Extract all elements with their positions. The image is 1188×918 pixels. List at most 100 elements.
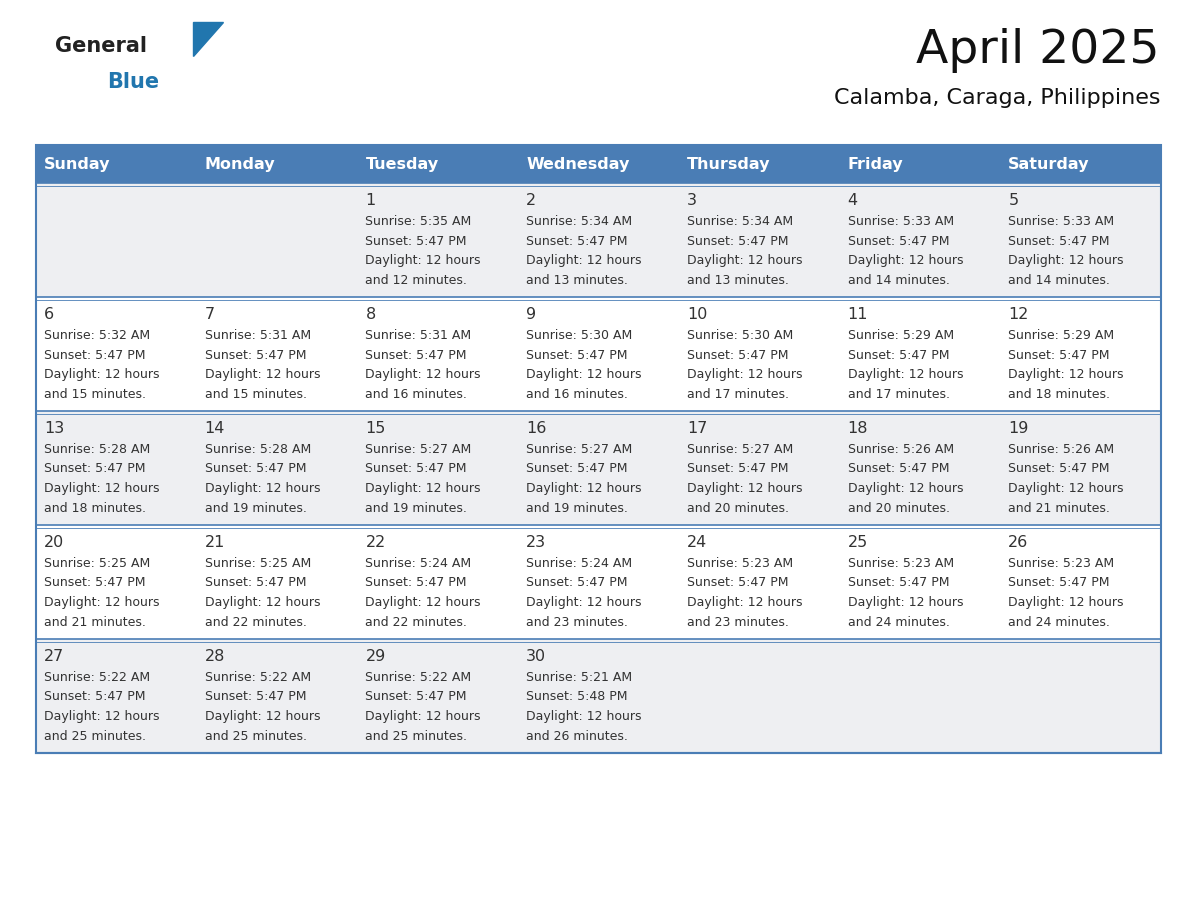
Text: 7: 7 xyxy=(204,307,215,322)
Text: and 15 minutes.: and 15 minutes. xyxy=(204,387,307,400)
Text: 18: 18 xyxy=(847,421,868,436)
Text: and 23 minutes.: and 23 minutes. xyxy=(526,615,628,629)
FancyBboxPatch shape xyxy=(36,525,1161,639)
Text: 9: 9 xyxy=(526,307,536,322)
Text: 28: 28 xyxy=(204,649,225,664)
Text: Sunset: 5:47 PM: Sunset: 5:47 PM xyxy=(366,577,467,589)
Text: and 20 minutes.: and 20 minutes. xyxy=(847,501,949,514)
Text: Sunset: 5:47 PM: Sunset: 5:47 PM xyxy=(204,577,307,589)
Text: and 17 minutes.: and 17 minutes. xyxy=(687,387,789,400)
Text: 22: 22 xyxy=(366,535,386,550)
Text: 8: 8 xyxy=(366,307,375,322)
FancyBboxPatch shape xyxy=(36,639,1161,753)
Text: Daylight: 12 hours: Daylight: 12 hours xyxy=(366,254,481,267)
Text: 3: 3 xyxy=(687,193,697,208)
Text: Sunset: 5:48 PM: Sunset: 5:48 PM xyxy=(526,690,627,703)
Text: and 16 minutes.: and 16 minutes. xyxy=(366,387,467,400)
Text: Sunrise: 5:23 AM: Sunrise: 5:23 AM xyxy=(847,557,954,570)
Text: Daylight: 12 hours: Daylight: 12 hours xyxy=(687,596,802,609)
Text: Sunset: 5:47 PM: Sunset: 5:47 PM xyxy=(204,349,307,362)
Text: Daylight: 12 hours: Daylight: 12 hours xyxy=(847,368,963,381)
Text: 25: 25 xyxy=(847,535,868,550)
Text: and 26 minutes.: and 26 minutes. xyxy=(526,730,628,743)
Text: and 19 minutes.: and 19 minutes. xyxy=(526,501,628,514)
Text: Sunrise: 5:35 AM: Sunrise: 5:35 AM xyxy=(366,215,472,228)
Text: Daylight: 12 hours: Daylight: 12 hours xyxy=(44,368,159,381)
Text: Daylight: 12 hours: Daylight: 12 hours xyxy=(366,368,481,381)
Text: 10: 10 xyxy=(687,307,707,322)
Text: Saturday: Saturday xyxy=(1009,156,1089,172)
Text: Sunrise: 5:24 AM: Sunrise: 5:24 AM xyxy=(526,557,632,570)
Text: Daylight: 12 hours: Daylight: 12 hours xyxy=(204,482,321,495)
Text: Sunset: 5:47 PM: Sunset: 5:47 PM xyxy=(44,463,146,476)
Text: Daylight: 12 hours: Daylight: 12 hours xyxy=(44,596,159,609)
Text: Daylight: 12 hours: Daylight: 12 hours xyxy=(1009,482,1124,495)
Text: Sunset: 5:47 PM: Sunset: 5:47 PM xyxy=(44,690,146,703)
Text: and 15 minutes.: and 15 minutes. xyxy=(44,387,146,400)
Text: and 24 minutes.: and 24 minutes. xyxy=(1009,615,1111,629)
Text: and 24 minutes.: and 24 minutes. xyxy=(847,615,949,629)
Text: 15: 15 xyxy=(366,421,386,436)
Text: Sunset: 5:47 PM: Sunset: 5:47 PM xyxy=(526,349,627,362)
Text: Calamba, Caraga, Philippines: Calamba, Caraga, Philippines xyxy=(834,88,1159,108)
Text: Sunset: 5:47 PM: Sunset: 5:47 PM xyxy=(687,234,789,248)
Text: Sunrise: 5:28 AM: Sunrise: 5:28 AM xyxy=(44,443,151,456)
Text: Sunrise: 5:26 AM: Sunrise: 5:26 AM xyxy=(1009,443,1114,456)
Text: and 21 minutes.: and 21 minutes. xyxy=(44,615,146,629)
Text: Sunrise: 5:27 AM: Sunrise: 5:27 AM xyxy=(366,443,472,456)
Text: Sunrise: 5:31 AM: Sunrise: 5:31 AM xyxy=(204,329,311,342)
Text: and 20 minutes.: and 20 minutes. xyxy=(687,501,789,514)
Text: and 12 minutes.: and 12 minutes. xyxy=(366,274,467,286)
Text: 13: 13 xyxy=(44,421,64,436)
Text: Sunrise: 5:33 AM: Sunrise: 5:33 AM xyxy=(1009,215,1114,228)
Text: 1: 1 xyxy=(366,193,375,208)
Text: Wednesday: Wednesday xyxy=(526,156,630,172)
Text: and 18 minutes.: and 18 minutes. xyxy=(1009,387,1111,400)
Text: 29: 29 xyxy=(366,649,386,664)
Text: and 13 minutes.: and 13 minutes. xyxy=(526,274,628,286)
Text: Sunset: 5:47 PM: Sunset: 5:47 PM xyxy=(847,463,949,476)
Text: Sunset: 5:47 PM: Sunset: 5:47 PM xyxy=(1009,349,1110,362)
Text: Sunset: 5:47 PM: Sunset: 5:47 PM xyxy=(687,577,789,589)
Text: Sunrise: 5:25 AM: Sunrise: 5:25 AM xyxy=(44,557,151,570)
Polygon shape xyxy=(192,22,223,56)
Text: and 14 minutes.: and 14 minutes. xyxy=(1009,274,1111,286)
Text: 21: 21 xyxy=(204,535,225,550)
Text: 5: 5 xyxy=(1009,193,1018,208)
Text: Tuesday: Tuesday xyxy=(366,156,438,172)
Text: Sunrise: 5:27 AM: Sunrise: 5:27 AM xyxy=(687,443,794,456)
Text: Daylight: 12 hours: Daylight: 12 hours xyxy=(1009,254,1124,267)
Text: Sunrise: 5:22 AM: Sunrise: 5:22 AM xyxy=(366,671,472,684)
Text: 24: 24 xyxy=(687,535,707,550)
Text: Sunrise: 5:31 AM: Sunrise: 5:31 AM xyxy=(366,329,472,342)
Text: and 13 minutes.: and 13 minutes. xyxy=(687,274,789,286)
Text: Sunset: 5:47 PM: Sunset: 5:47 PM xyxy=(366,463,467,476)
Text: Monday: Monday xyxy=(204,156,276,172)
Text: 20: 20 xyxy=(44,535,64,550)
Text: Daylight: 12 hours: Daylight: 12 hours xyxy=(204,596,321,609)
Text: Sunset: 5:47 PM: Sunset: 5:47 PM xyxy=(204,690,307,703)
Text: Sunset: 5:47 PM: Sunset: 5:47 PM xyxy=(1009,234,1110,248)
Text: Sunset: 5:47 PM: Sunset: 5:47 PM xyxy=(687,349,789,362)
Text: and 16 minutes.: and 16 minutes. xyxy=(526,387,628,400)
Text: and 22 minutes.: and 22 minutes. xyxy=(204,615,307,629)
Text: Daylight: 12 hours: Daylight: 12 hours xyxy=(526,710,642,723)
Text: 17: 17 xyxy=(687,421,707,436)
Text: 2: 2 xyxy=(526,193,536,208)
Text: and 25 minutes.: and 25 minutes. xyxy=(204,730,307,743)
Text: 30: 30 xyxy=(526,649,546,664)
Text: Daylight: 12 hours: Daylight: 12 hours xyxy=(687,482,802,495)
Text: Sunset: 5:47 PM: Sunset: 5:47 PM xyxy=(526,234,627,248)
FancyBboxPatch shape xyxy=(36,183,1161,297)
Text: Sunrise: 5:21 AM: Sunrise: 5:21 AM xyxy=(526,671,632,684)
Text: 6: 6 xyxy=(44,307,55,322)
Text: Sunrise: 5:22 AM: Sunrise: 5:22 AM xyxy=(44,671,150,684)
Text: Sunset: 5:47 PM: Sunset: 5:47 PM xyxy=(366,349,467,362)
Text: 14: 14 xyxy=(204,421,225,436)
Text: and 19 minutes.: and 19 minutes. xyxy=(204,501,307,514)
Text: and 19 minutes.: and 19 minutes. xyxy=(366,501,467,514)
FancyBboxPatch shape xyxy=(36,145,1161,183)
Text: Sunset: 5:47 PM: Sunset: 5:47 PM xyxy=(847,577,949,589)
Text: and 22 minutes.: and 22 minutes. xyxy=(366,615,467,629)
Text: Sunset: 5:47 PM: Sunset: 5:47 PM xyxy=(204,463,307,476)
